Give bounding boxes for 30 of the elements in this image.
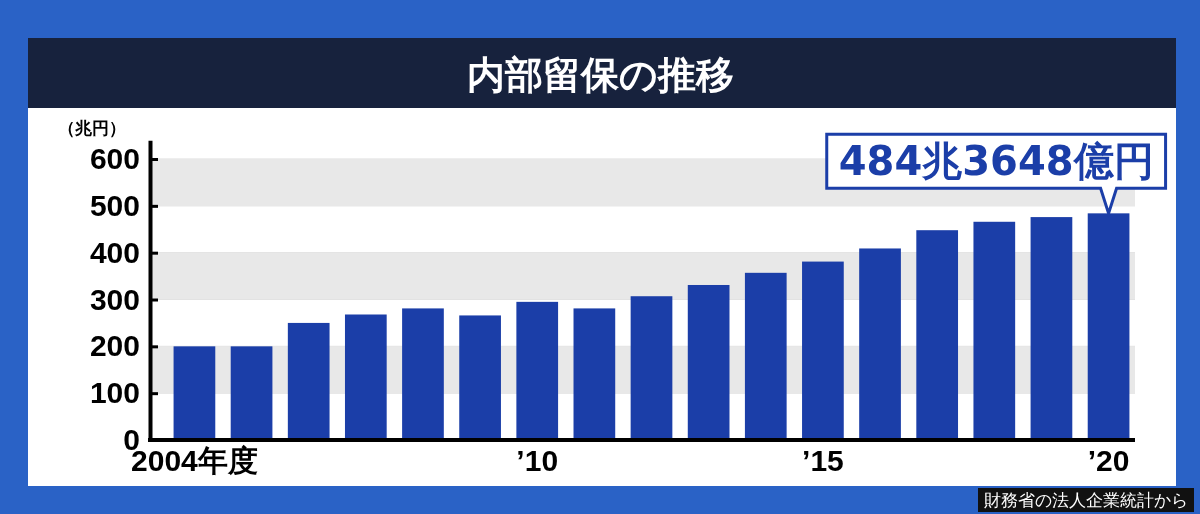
y-tick-label: 500 — [89, 188, 140, 222]
bar — [287, 322, 330, 440]
bar — [973, 221, 1016, 440]
bar — [687, 284, 730, 440]
bar — [744, 272, 787, 440]
bar — [173, 346, 216, 440]
bar — [230, 346, 273, 440]
y-tick-label: 600 — [89, 142, 140, 176]
y-axis-title: （兆円） — [58, 118, 126, 138]
x-tick-label: ’20 — [1087, 444, 1130, 477]
annotation: 484兆3648億円 — [838, 138, 1154, 185]
bar — [802, 261, 844, 440]
chart-title: 内部留保の推移 — [466, 53, 734, 97]
bar — [1087, 213, 1130, 440]
bar — [402, 308, 444, 440]
x-tick-label: ’15 — [802, 444, 844, 477]
bar — [573, 308, 616, 440]
bar — [859, 248, 901, 440]
x-tick-label: ’10 — [516, 444, 559, 477]
bar — [630, 296, 673, 440]
bar — [516, 301, 559, 440]
bar — [916, 230, 959, 440]
text: 財務省の法人企業統計から — [984, 490, 1188, 510]
y-tick-label: 400 — [89, 235, 140, 269]
y-tick-label: 200 — [89, 329, 140, 363]
bar — [1030, 217, 1073, 440]
bar — [459, 315, 501, 440]
y-tick-label: 100 — [89, 376, 140, 410]
bar — [344, 314, 387, 440]
y-tick-label: 300 — [89, 282, 140, 316]
